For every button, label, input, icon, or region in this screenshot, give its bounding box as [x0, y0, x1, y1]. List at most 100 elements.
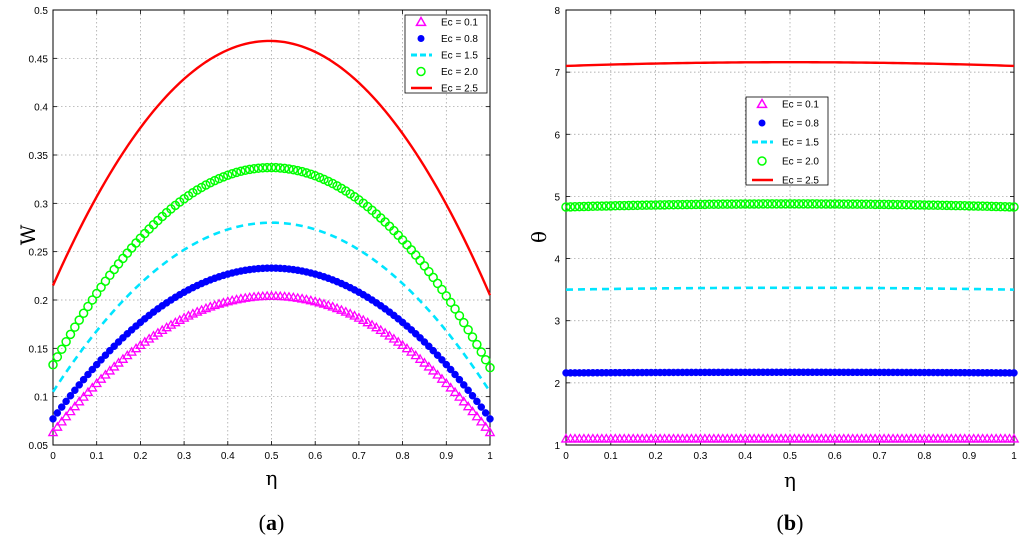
- data-point-circle: [986, 201, 997, 212]
- data-point-triangle: [397, 339, 408, 350]
- data-point-triangle: [475, 416, 487, 426]
- data-point-triangle: [423, 361, 435, 371]
- data-point-triangle: [340, 306, 352, 316]
- data-point-circle: [722, 199, 733, 209]
- legend-marker-triangle: [756, 97, 768, 109]
- data-point-circle: [131, 238, 141, 248]
- legend-marker-circle: [416, 66, 426, 77]
- data-point-circle: [682, 199, 692, 210]
- caption-close-paren: ): [796, 510, 803, 535]
- data-point-circle: [780, 199, 791, 209]
- data-point-triangle: [357, 314, 369, 324]
- data-point-circle: [686, 199, 697, 210]
- data-point-circle: [91, 288, 102, 299]
- data-point-circle: [785, 199, 795, 209]
- data-point-circle: [897, 199, 907, 210]
- data-point-circle: [628, 200, 638, 211]
- data-point-dot: [442, 360, 451, 369]
- data-point-circle: [856, 199, 867, 209]
- data-point-circle: [973, 201, 983, 211]
- data-point-triangle: [318, 298, 330, 308]
- y-tick-label: 5: [554, 192, 560, 203]
- data-point-circle: [406, 245, 417, 255]
- y-tick-label: 6: [554, 130, 560, 141]
- data-point-circle: [415, 255, 425, 266]
- x-tick-label: 0.2: [649, 451, 663, 462]
- data-point-circle: [240, 165, 251, 176]
- data-point-triangle: [353, 312, 365, 322]
- data-point-circle: [113, 259, 124, 269]
- data-point-circle: [74, 315, 84, 325]
- data-point-circle: [601, 201, 612, 211]
- data-point-triangle: [362, 317, 373, 327]
- data-point-circle: [946, 200, 957, 211]
- data-point-circle: [888, 199, 898, 210]
- data-point-triangle: [152, 327, 164, 337]
- data-point-circle: [650, 200, 661, 210]
- data-point-circle: [718, 199, 728, 209]
- data-point-circle: [1000, 201, 1010, 212]
- data-point-circle: [428, 272, 438, 283]
- data-point-triangle: [471, 411, 483, 421]
- data-point-triangle: [419, 357, 430, 367]
- data-point-triangle: [484, 426, 496, 437]
- panel-a: 0 0.1 0.2 0.3 0.4 0.5 0.6 0.7 0.8 0.9 1 0.05 0.1 0.15…: [16, 6, 496, 535]
- data-point-circle: [906, 200, 916, 210]
- data-point-triangle: [344, 308, 356, 318]
- caption-open-paren: (: [777, 510, 784, 535]
- x-tick-label: 0.4: [738, 451, 752, 462]
- legend-label: Ec = 0.1: [782, 100, 819, 111]
- data-point-circle: [794, 199, 804, 209]
- data-point-circle: [749, 199, 759, 209]
- data-point-triangle: [170, 317, 181, 327]
- data-point-triangle: [47, 426, 59, 437]
- data-point-triangle: [187, 308, 199, 318]
- panel-caption: (a): [259, 510, 285, 535]
- data-point-triangle: [462, 401, 474, 411]
- data-point-triangle: [349, 310, 360, 320]
- y-axis-label: W: [16, 224, 40, 245]
- data-point-circle: [982, 201, 992, 212]
- legend-label: Ec = 0.1: [441, 18, 478, 29]
- data-point-circle: [839, 199, 849, 209]
- data-point-circle: [301, 168, 312, 178]
- data-point-dot: [101, 351, 110, 359]
- data-point-circle: [825, 199, 836, 209]
- data-point-circle: [205, 177, 216, 188]
- data-point-circle: [441, 291, 452, 301]
- data-point-dot: [477, 403, 486, 411]
- data-point-dot: [79, 375, 88, 384]
- y-tick-label: 0.4: [34, 103, 48, 114]
- data-point-circle: [892, 199, 903, 210]
- data-point-triangle: [427, 365, 439, 375]
- data-point-dot: [481, 409, 490, 417]
- data-point-triangle: [414, 353, 426, 363]
- data-point-circle: [52, 352, 63, 362]
- data-point-circle: [570, 201, 580, 212]
- data-point-circle: [306, 169, 316, 180]
- data-point-triangle: [309, 296, 321, 306]
- data-point-circle: [655, 200, 665, 210]
- series-triangle: [560, 433, 1020, 443]
- data-point-circle: [592, 201, 603, 211]
- data-point-circle: [700, 199, 710, 210]
- data-point-dot: [92, 360, 101, 369]
- data-point-circle: [834, 199, 845, 209]
- x-tick-label: 0.9: [962, 451, 976, 462]
- data-point-circle: [821, 199, 831, 209]
- series-circle: [561, 199, 1019, 212]
- data-point-dot: [84, 370, 92, 379]
- data-point-triangle: [445, 382, 456, 392]
- legend-label: Ec = 2.0: [441, 67, 478, 78]
- data-point-circle: [583, 201, 594, 212]
- data-point-dot: [468, 391, 477, 400]
- y-tick-label: 3: [554, 317, 560, 328]
- x-tick-label: 0.5: [265, 451, 279, 462]
- data-point-circle: [995, 201, 1006, 212]
- caption-letter: b: [784, 510, 796, 535]
- data-point-circle: [641, 200, 652, 210]
- legend-box: [745, 96, 829, 186]
- data-point-circle: [597, 201, 607, 211]
- data-point-triangle: [183, 310, 194, 320]
- data-point-dot: [75, 381, 83, 389]
